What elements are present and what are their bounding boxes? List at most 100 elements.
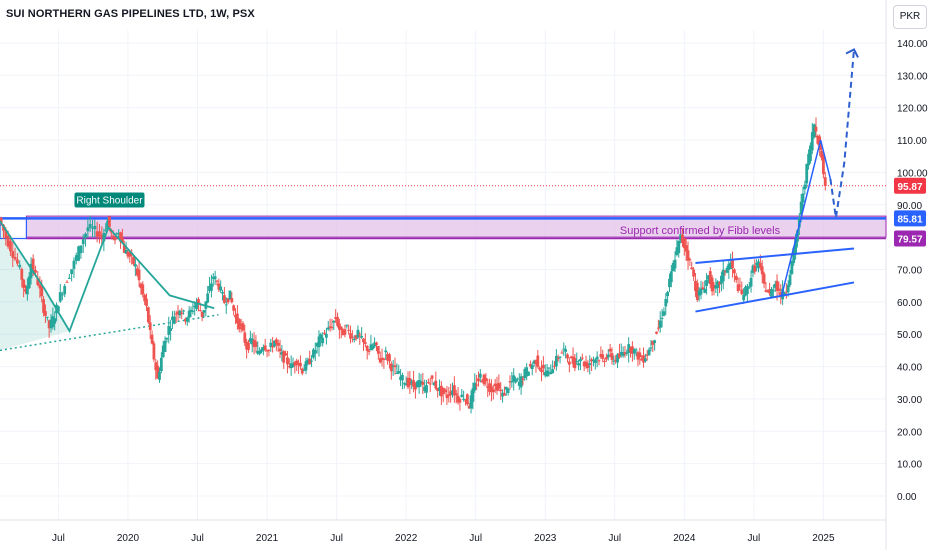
- candle-body: [725, 267, 729, 273]
- candle-body: [771, 290, 775, 292]
- currency-button[interactable]: PKR: [893, 5, 927, 29]
- candle-body: [315, 343, 319, 347]
- candle-body: [519, 376, 523, 388]
- candle-body: [63, 286, 67, 295]
- candle-body: [122, 244, 126, 253]
- candle-body: [707, 275, 710, 280]
- candle-body: [649, 347, 653, 349]
- candle-body: [115, 233, 119, 235]
- candle-body: [512, 375, 516, 382]
- candle-body: [13, 257, 17, 260]
- x-tick-label: Jul: [52, 533, 65, 544]
- candle-body: [65, 281, 69, 283]
- candle-body: [469, 395, 473, 409]
- price-label: 85.81: [897, 214, 922, 225]
- candle-body: [345, 325, 349, 327]
- candle-body: [24, 289, 27, 292]
- candle-body: [554, 355, 558, 367]
- candle-body: [161, 345, 165, 358]
- candle-body: [145, 298, 148, 306]
- candle-body: [534, 360, 538, 365]
- candle-body: [506, 388, 510, 393]
- candle-body: [215, 280, 219, 282]
- candle-body: [415, 381, 419, 388]
- candle-body: [723, 271, 727, 273]
- candle-body: [117, 233, 121, 235]
- candle-body: [447, 394, 451, 397]
- candle-body: [274, 339, 278, 344]
- candle-body: [226, 298, 230, 303]
- candle-body: [321, 337, 325, 344]
- candle-body: [293, 362, 297, 366]
- candle-body: [753, 265, 757, 272]
- candle-body: [154, 362, 158, 371]
- candle-body: [167, 326, 171, 335]
- candle-body: [159, 357, 163, 372]
- candle-body: [34, 270, 37, 273]
- candle-body: [132, 256, 135, 264]
- candle-body: [84, 233, 87, 238]
- candle-body: [521, 378, 525, 380]
- candle-body: [206, 293, 210, 303]
- candle-body: [775, 280, 779, 291]
- candle-body: [816, 135, 820, 144]
- candle-body: [549, 371, 553, 374]
- candle-body: [202, 310, 206, 313]
- candle-body: [764, 290, 768, 292]
- candle-body: [593, 359, 597, 364]
- y-tick-label: 100.00: [897, 168, 928, 179]
- candle-body: [566, 354, 569, 359]
- candle-body: [556, 357, 560, 359]
- candle-body: [766, 290, 770, 293]
- candle-body: [647, 349, 651, 356]
- candle-body: [579, 359, 582, 362]
- candle-body: [716, 281, 720, 288]
- candle-body: [529, 364, 532, 367]
- candle-body: [760, 266, 764, 275]
- candle-body: [738, 285, 742, 287]
- candle-body: [384, 350, 388, 353]
- y-tick-label: 90.00: [897, 201, 922, 212]
- candle-body: [254, 341, 258, 347]
- candle-body: [47, 320, 51, 329]
- candle-body: [269, 342, 273, 348]
- candle-body: [458, 399, 462, 403]
- candle-body: [197, 299, 200, 305]
- candle-body: [682, 238, 686, 249]
- candle-body: [560, 352, 564, 354]
- x-tick-label: 2024: [673, 533, 696, 544]
- candle-body: [423, 386, 427, 392]
- candle-body: [171, 316, 174, 321]
- candle-body: [213, 276, 217, 280]
- candle-body: [823, 177, 827, 186]
- candle-body: [658, 320, 662, 328]
- candle-body: [564, 349, 568, 352]
- candle-body: [234, 315, 237, 318]
- candle-body: [543, 372, 547, 376]
- candle-body: [742, 295, 746, 301]
- candle-body: [627, 344, 631, 353]
- candle-body: [718, 282, 721, 285]
- candle-body: [786, 284, 790, 293]
- candle-body: [499, 389, 503, 392]
- candle-body: [358, 334, 362, 336]
- candle-body: [480, 380, 484, 383]
- candle-body: [745, 286, 749, 294]
- candle-body: [586, 363, 590, 368]
- candle-body: [445, 394, 449, 398]
- candle-body: [438, 387, 441, 391]
- price-label-badge: [894, 230, 926, 247]
- candle-body: [681, 234, 684, 243]
- candle-body: [636, 352, 640, 360]
- y-tick-label: 10.00: [897, 460, 922, 471]
- candle-body: [152, 343, 156, 360]
- candle-body: [356, 329, 360, 338]
- candle-body: [584, 361, 588, 367]
- candle-body: [486, 386, 490, 389]
- candle-body: [328, 326, 332, 328]
- candle-body: [25, 285, 29, 295]
- candle-body: [567, 361, 571, 365]
- candle-body: [621, 352, 625, 356]
- candle-body: [265, 350, 269, 352]
